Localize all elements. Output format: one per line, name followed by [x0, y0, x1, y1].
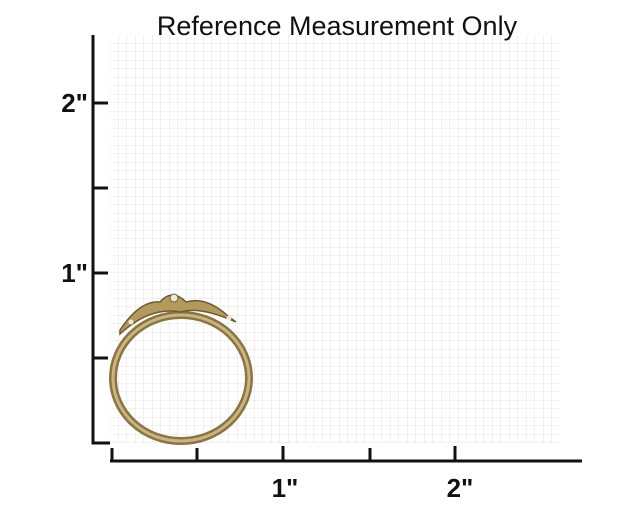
- title: Reference Measurement Only: [157, 11, 518, 41]
- x-label: 2": [447, 473, 474, 503]
- x-label: 1": [272, 473, 299, 503]
- axes: [91, 35, 582, 463]
- ring: [109, 293, 253, 445]
- y-label: 1": [61, 258, 88, 288]
- grid: [110, 35, 560, 443]
- y-label: 2": [61, 88, 88, 118]
